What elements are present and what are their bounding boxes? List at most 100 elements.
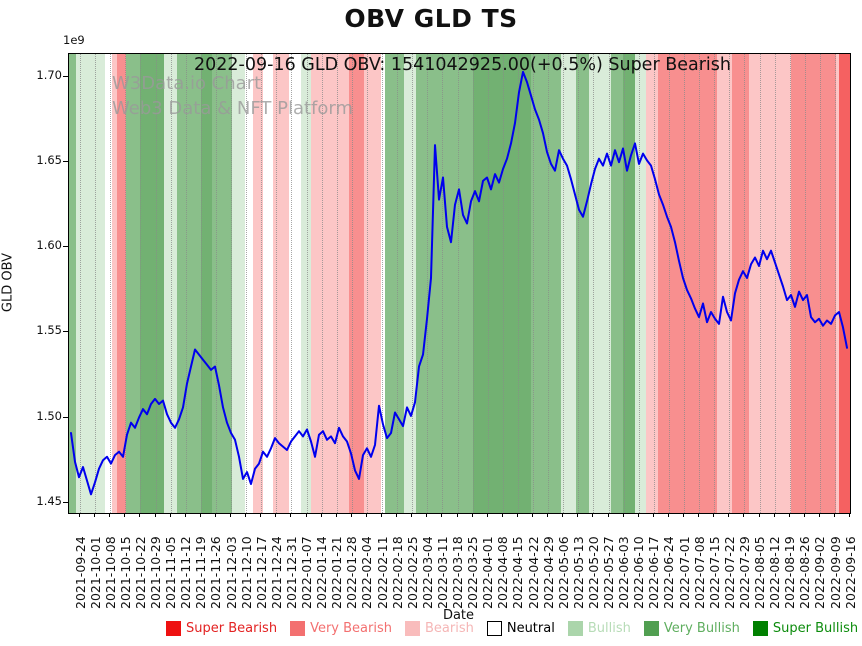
gridline-week	[472, 54, 474, 513]
chart-title: OBV GLD TS	[344, 4, 518, 33]
x-tick-label-text: 2022-02-18	[389, 536, 405, 609]
sentiment-band-very-bearish	[117, 54, 126, 513]
sentiment-band-very-bullish	[69, 54, 76, 513]
sentiment-band-bullish	[561, 54, 576, 513]
y-tick-label: 1.60	[36, 238, 62, 253]
x-tick-mark	[818, 513, 820, 517]
x-tick-label-text: 2022-02-11	[374, 536, 390, 609]
x-tick-mark	[365, 513, 367, 517]
gridline-week	[653, 54, 655, 513]
gridline-week	[699, 54, 701, 513]
x-tick-label-text: 2022-05-20	[585, 536, 601, 609]
x-tick-label-text: 2021-12-24	[268, 536, 284, 609]
gridline-week	[412, 54, 414, 513]
y-tick-label: 1.50	[36, 408, 62, 423]
gridline-week	[623, 54, 625, 513]
x-tick-label-text: 2022-01-21	[329, 536, 345, 609]
gridline-week	[261, 54, 263, 513]
gridline-week	[759, 54, 761, 513]
sentiment-band-bearish	[717, 54, 732, 513]
x-tick-mark	[698, 513, 700, 517]
x-tick-label-text: 2022-04-15	[510, 536, 526, 609]
x-tick-mark	[743, 513, 745, 517]
x-tick-label-text: 2022-02-25	[404, 536, 420, 609]
x-tick-label-text: 2022-04-22	[525, 536, 541, 609]
y-axis-title: GLD OBV	[0, 252, 16, 313]
legend-item-very-bearish: Very Bearish	[290, 621, 392, 636]
gridline-week	[200, 54, 202, 513]
legend-item-bearish: Bearish	[404, 621, 474, 636]
x-tick-mark	[260, 513, 262, 517]
x-tick-mark	[471, 513, 473, 517]
watermark-line1: W3Data.io Chart	[112, 73, 262, 94]
sentiment-band-bearish	[253, 54, 263, 513]
x-tick-label-text: 2022-01-28	[344, 536, 360, 609]
gridline-week	[382, 54, 383, 513]
x-tick-label-text: 2021-11-05	[163, 536, 179, 609]
chart-subtitle: 2022-09-16 GLD OBV: 1541042925.00(+0.5%)…	[194, 55, 731, 75]
legend-swatch-icon	[752, 621, 768, 636]
gridline-week	[593, 54, 595, 513]
x-tick-mark	[849, 513, 851, 517]
sentiment-band-neutral	[105, 54, 112, 513]
watermark-line2: Web3 Data & NFT Platform	[112, 98, 354, 119]
legend-label: Super Bearish	[186, 621, 278, 636]
obv-line-series	[70, 70, 848, 496]
gridline-week	[351, 54, 353, 513]
y-tick-mark	[63, 501, 68, 503]
gridline-week	[125, 54, 127, 513]
x-tick-label-text: 2022-03-11	[434, 536, 450, 609]
sentiment-legend: Super Bearish Very Bearish Bearish Neutral B…	[166, 621, 858, 636]
gridline-week	[638, 54, 640, 513]
x-tick-label-text: 2022-08-26	[797, 536, 813, 609]
x-tick-label-text: 2021-12-03	[223, 536, 239, 609]
x-tick-mark	[320, 513, 322, 517]
x-tick-mark	[426, 513, 428, 517]
x-tick-mark	[622, 513, 624, 517]
x-tick-label-text: 2022-06-24	[661, 536, 677, 609]
legend-item-super-bullish: Super Bullish	[752, 621, 858, 636]
gridline-week	[246, 54, 248, 513]
gridline-week	[442, 54, 444, 513]
sentiment-band-bearish	[364, 54, 381, 513]
gridline-week	[487, 54, 489, 513]
x-tick-label-text: 2022-06-03	[616, 536, 632, 609]
x-tick-mark	[562, 513, 564, 517]
x-tick-label-text: 2022-08-05	[752, 536, 767, 609]
gridline-week	[608, 54, 610, 513]
x-tick-label-text: 2022-09-02	[812, 536, 828, 609]
gridline-week	[563, 54, 565, 513]
x-tick-mark	[486, 513, 488, 517]
x-tick-label-text: 2022-07-01	[676, 536, 692, 609]
sentiment-band-bullish	[232, 54, 245, 513]
y-tick-mark	[63, 246, 68, 248]
gridline-week	[170, 54, 172, 513]
x-tick-mark	[667, 513, 669, 517]
x-tick-mark	[607, 513, 609, 517]
x-tick-mark	[501, 513, 503, 517]
gridline-week	[789, 54, 791, 513]
x-tick-label-text: 2022-04-01	[480, 536, 496, 609]
x-tick-mark	[184, 513, 186, 517]
legend-item-bullish: Bullish	[567, 621, 631, 636]
x-tick-mark	[305, 513, 307, 517]
sentiment-band-bearish	[749, 54, 791, 513]
legend-label: Bearish	[424, 621, 474, 636]
x-tick-mark	[396, 513, 398, 517]
x-tick-label-text: 2022-07-22	[721, 536, 737, 609]
x-tick-mark	[154, 513, 156, 517]
gridline-week	[668, 54, 670, 513]
x-tick-mark	[199, 513, 201, 517]
x-tick-mark	[834, 513, 835, 517]
x-tick-mark	[350, 513, 352, 517]
legend-item-super-bearish: Super Bearish	[166, 621, 277, 636]
x-tick-label-text: 2021-12-17	[253, 536, 269, 609]
gridline-week	[110, 54, 112, 513]
x-tick-mark	[411, 513, 413, 517]
y-axis-offset-label: 1e9	[63, 33, 85, 47]
x-tick-mark	[245, 513, 247, 517]
y-tick-label: 1.70	[36, 67, 62, 82]
x-tick-mark	[788, 513, 790, 517]
x-tick-label-text: 2022-09-16	[842, 536, 858, 609]
